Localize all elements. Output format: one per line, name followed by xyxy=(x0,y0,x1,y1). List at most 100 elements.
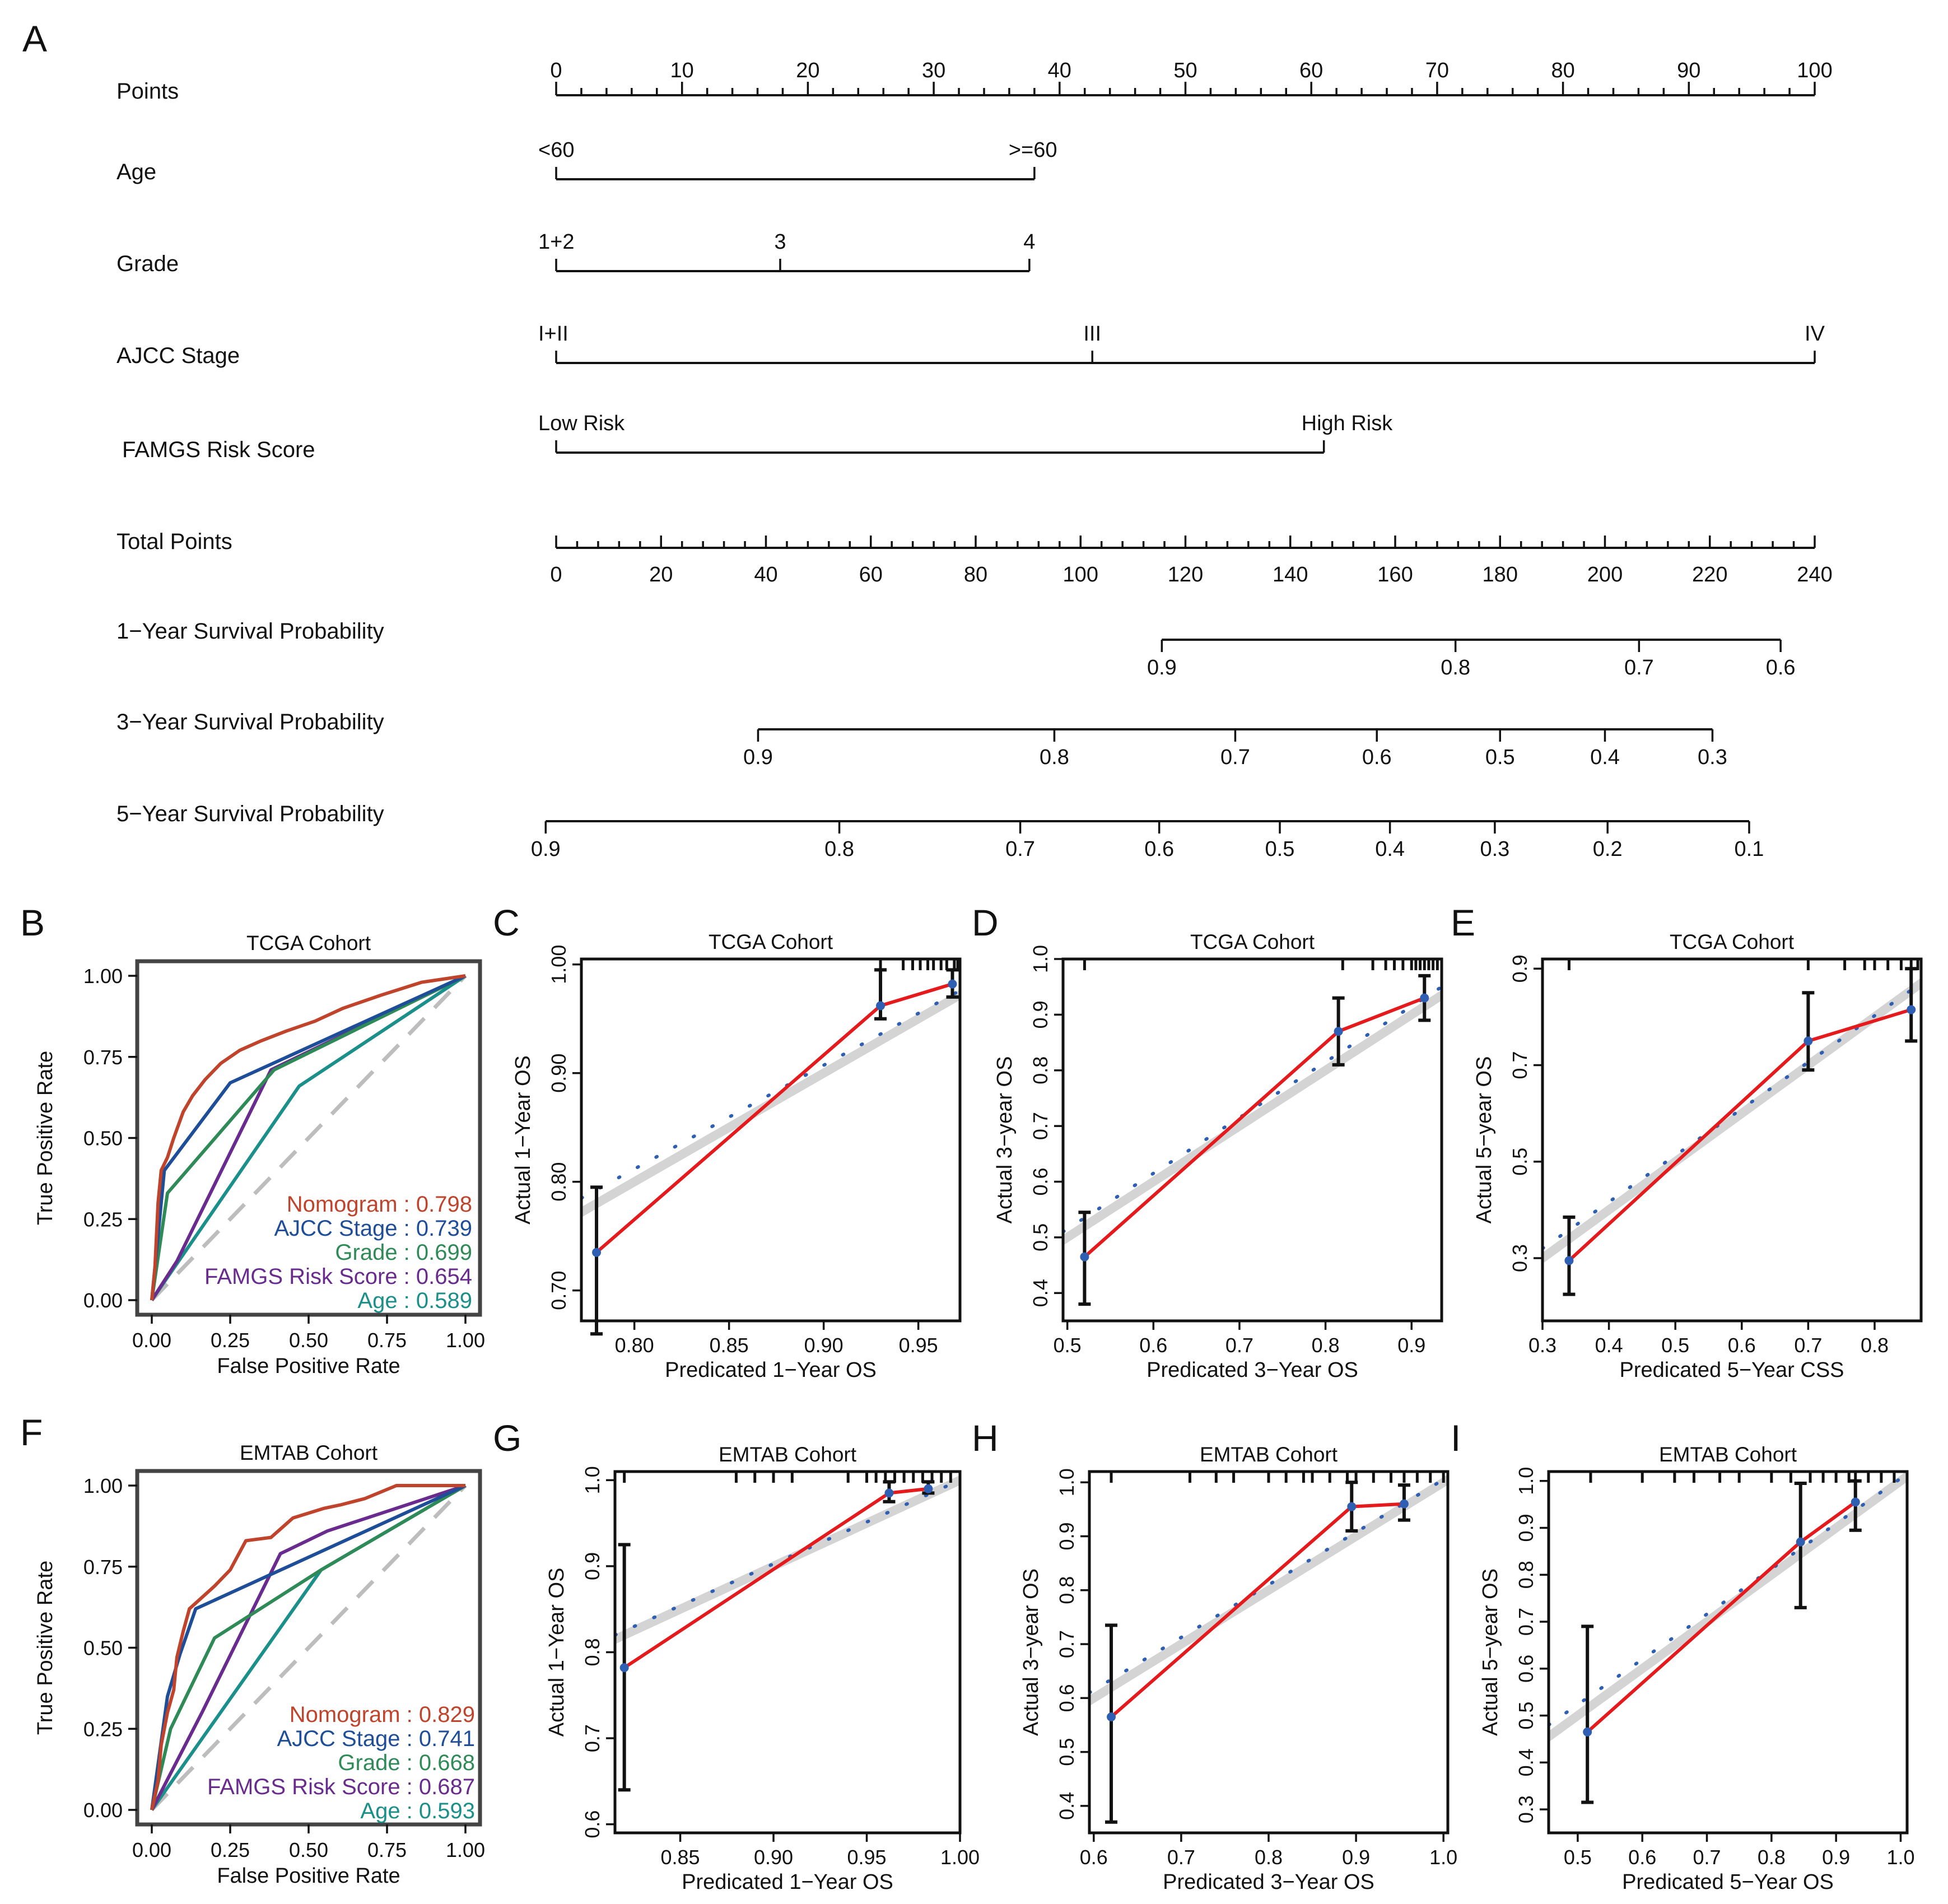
plot-frame xyxy=(1061,957,1443,1323)
y-tick-label: 0.5 xyxy=(1029,1223,1052,1251)
panel-letter-a: A xyxy=(22,18,47,59)
y-tick-label: 0.8 xyxy=(1029,1056,1052,1084)
plot-area xyxy=(1063,985,1442,1258)
y-tick-label: 0.8 xyxy=(1514,1561,1537,1589)
nomogram-scale-label: IV xyxy=(1805,322,1825,346)
nomogram-scale-label: III xyxy=(1083,322,1101,346)
y-tick-label: 0.70 xyxy=(547,1271,570,1310)
y-tick-label: 0.4 xyxy=(1055,1792,1078,1820)
x-tick-label: 1.00 xyxy=(940,1846,980,1869)
x-axis-title: False Positive Rate xyxy=(217,1864,400,1888)
nomogram-row-label: FAMGS Risk Score xyxy=(122,437,315,462)
nomogram-prob-label: 0.4 xyxy=(1590,746,1620,769)
ideal-line xyxy=(581,990,960,1217)
nomogram-tick-label: 180 xyxy=(1483,563,1518,586)
calibration-point xyxy=(1564,1256,1574,1265)
chart-title: TCGA Cohort xyxy=(709,930,833,953)
nomogram-row-label: Grade xyxy=(116,252,179,276)
legend-entry: Nomogram : 0.798 xyxy=(287,1192,472,1217)
legend-entry: AJCC Stage : 0.739 xyxy=(274,1216,472,1241)
x-tick-label: 0.5 xyxy=(1661,1334,1689,1357)
calibration-chart-h: H EMTAB Cohort 0.6 0.7 0.8 0.9 1.0 0.4 0.5 0.6 0.7… xyxy=(972,1417,1457,1894)
plot-area xyxy=(1549,1472,1907,1742)
x-tick-label: 0.7 xyxy=(1693,1846,1721,1869)
bias-corrected-line xyxy=(581,989,960,1200)
y-tick-label: 0.7 xyxy=(1508,1051,1531,1079)
x-tick-label: 0.00 xyxy=(132,1329,171,1352)
legend-entry: Grade : 0.668 xyxy=(338,1751,475,1775)
y-tick-label: 1.0 xyxy=(1055,1468,1078,1496)
ideal-line xyxy=(1063,990,1442,1245)
x-tick-label: 0.50 xyxy=(289,1329,328,1352)
x-axis-title: Predicated 1−Year OS xyxy=(665,1358,877,1382)
y-tick-label: 1.00 xyxy=(83,965,123,988)
nomogram-prob-label: 0.8 xyxy=(824,837,854,861)
calibration-chart-d: D TCGA Cohort 0.5 0.6 0.7 0.8 0.9 0.4 0.5 0.6 0.7 0… xyxy=(972,902,1443,1382)
y-axis-title: Actual 3−year OS xyxy=(993,1056,1017,1224)
nomogram-prob-label: 0.9 xyxy=(1147,656,1177,679)
y-tick-label: 0.7 xyxy=(581,1724,604,1752)
x-tick-label: 0.5 xyxy=(1054,1334,1082,1357)
y-tick-label: 0.90 xyxy=(547,1054,570,1093)
calibration-chart-g: G EMTAB Cohort 0.85 0.90 0.95 1.00 0.6 0.7 0.8 0.… xyxy=(493,1417,980,1894)
y-tick-label: 0.25 xyxy=(83,1208,123,1231)
y-tick-label: 0.00 xyxy=(83,1799,123,1822)
y-tick-label: 0.50 xyxy=(83,1127,123,1150)
nomogram-tick-label: 80 xyxy=(1551,59,1574,82)
legend-entry: FAMGS Risk Score : 0.687 xyxy=(207,1775,475,1799)
calibration-point xyxy=(619,1663,629,1673)
calibration-chart-c: C TCGA Cohort 0.80 0.85 0.90 0.95 0.70 0.80 0.90… xyxy=(493,902,962,1382)
y-tick-label: 0.3 xyxy=(1514,1795,1537,1823)
nomogram-scale-label: I+II xyxy=(538,322,568,346)
y-tick-label: 0.4 xyxy=(1029,1279,1052,1307)
y-tick-label: 0.5 xyxy=(1508,1148,1531,1176)
nomogram-tick-label: 10 xyxy=(670,59,694,82)
y-tick-label: 0.6 xyxy=(1055,1684,1078,1712)
x-tick-label: 0.6 xyxy=(1728,1334,1756,1357)
nomogram-tick-label: 80 xyxy=(964,563,987,586)
y-tick-label: 0.6 xyxy=(1029,1168,1052,1196)
y-axis-title: Actual 5−year OS xyxy=(1479,1568,1502,1736)
x-tick-label: 0.8 xyxy=(1255,1846,1283,1869)
panel-letter: I xyxy=(1451,1417,1461,1459)
x-tick-label: 0.9 xyxy=(1397,1334,1425,1357)
legend-entry: Nomogram : 0.829 xyxy=(290,1702,475,1727)
x-axis-title: Predicated 5−Year OS xyxy=(1622,1870,1834,1894)
apparent-line xyxy=(1586,1501,1857,1734)
x-tick-label: 0.85 xyxy=(661,1846,700,1869)
nomogram-row-label: Total Points xyxy=(116,529,232,554)
calibration-point xyxy=(1851,1497,1860,1507)
nomogram-row-label: 1−Year Survival Probability xyxy=(116,619,384,644)
nomogram-tick-label: 160 xyxy=(1377,563,1413,586)
y-tick-label: 1.0 xyxy=(1514,1467,1537,1495)
nomogram-tick-label: 240 xyxy=(1797,563,1832,586)
x-tick-label: 0.8 xyxy=(1312,1334,1340,1357)
x-tick-label: 0.95 xyxy=(899,1334,938,1357)
chart-title: TCGA Cohort xyxy=(246,932,371,955)
calibration-point xyxy=(1347,1502,1357,1511)
x-tick-label: 0.90 xyxy=(754,1846,793,1869)
y-tick-label: 0.5 xyxy=(1514,1702,1537,1730)
calibration-point xyxy=(1399,1499,1409,1509)
nomogram-prob-label: 0.9 xyxy=(743,746,773,769)
y-tick-label: 0.7 xyxy=(1514,1608,1537,1636)
x-tick-label: 0.00 xyxy=(132,1838,171,1861)
x-axis-title: Predicated 3−Year OS xyxy=(1163,1870,1374,1894)
x-tick-label: 1.0 xyxy=(1886,1846,1914,1869)
calibration-point xyxy=(876,1001,886,1011)
chart-title: EMTAB Cohort xyxy=(240,1441,378,1464)
plot-area xyxy=(1542,979,1921,1263)
nomogram-prob-label: 0.9 xyxy=(531,837,561,861)
y-axis-title: Actual 1−Year OS xyxy=(511,1055,535,1225)
nomogram-tick-label: 50 xyxy=(1173,59,1197,82)
nomogram-tick-label: 100 xyxy=(1063,563,1098,586)
y-tick-label: 0.8 xyxy=(581,1638,604,1666)
panel-letter: H xyxy=(972,1417,999,1459)
y-tick-label: 0.7 xyxy=(1029,1112,1052,1140)
nomogram-scale-label: 1+2 xyxy=(538,230,574,254)
y-tick-label: 0.6 xyxy=(1514,1655,1537,1683)
y-tick-label: 0.6 xyxy=(581,1810,604,1838)
x-tick-label: 0.85 xyxy=(710,1334,749,1357)
